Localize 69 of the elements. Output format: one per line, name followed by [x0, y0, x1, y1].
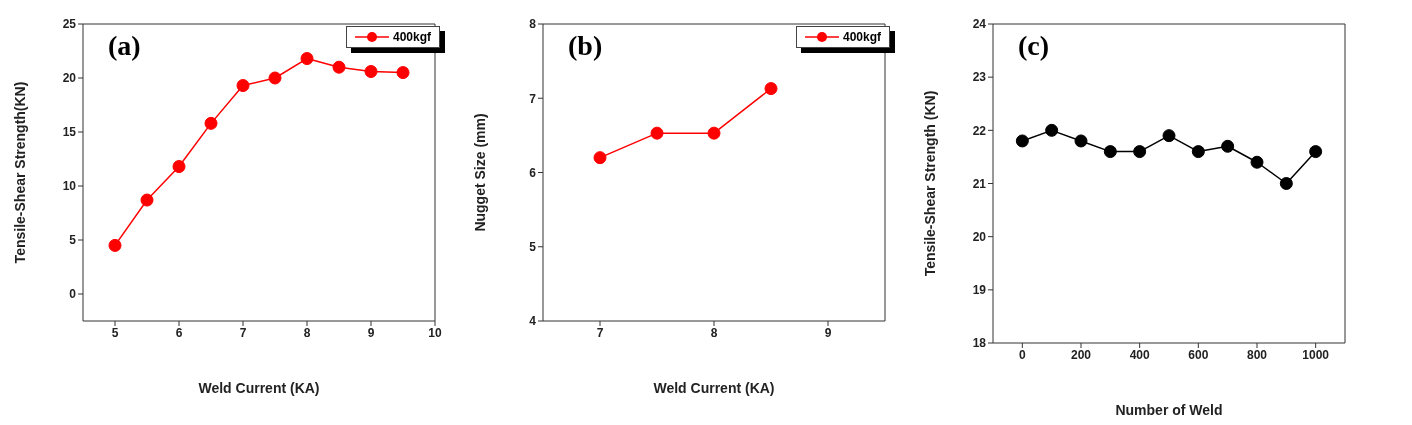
x-axis-title: Number of Weld	[1115, 402, 1223, 418]
y-tick-label: 5	[529, 240, 537, 255]
y-tick-label: 24	[972, 17, 987, 32]
point	[140, 193, 154, 207]
point	[1279, 177, 1293, 190]
annotation: (b)	[568, 30, 603, 62]
point	[268, 71, 282, 85]
y-tick-label: 4	[529, 314, 537, 329]
legend-label: 400kgf	[392, 30, 431, 44]
x-tick-label: 600	[1188, 347, 1209, 362]
x-tick-label: 5	[111, 325, 119, 340]
y-tick-label: 20	[62, 71, 77, 86]
point	[108, 238, 122, 252]
y-tick-label: 23	[972, 70, 987, 85]
point	[300, 52, 314, 66]
x-axis-title: Weld Current (KA)	[198, 380, 320, 396]
y-tick-label: 22	[972, 123, 987, 138]
point	[1133, 145, 1147, 159]
point	[1221, 139, 1235, 153]
x-axis-title: Weld Current (KA)	[653, 380, 775, 396]
x-tick-label: 0	[1018, 347, 1026, 362]
point	[332, 60, 346, 74]
y-tick-label: 18	[972, 336, 987, 351]
annotation: (a)	[108, 30, 141, 62]
y-tick-label: 6	[529, 165, 537, 180]
point	[1103, 145, 1117, 159]
y-axis-title: Tensile-Shear Strength(KN)	[11, 81, 28, 264]
y-tick-label: 20	[972, 229, 987, 244]
point	[1250, 155, 1264, 169]
point	[364, 65, 378, 79]
x-tick-label: 200	[1070, 347, 1092, 362]
point	[1162, 129, 1176, 143]
y-tick-label: 15	[62, 125, 77, 140]
x-tick-label: 7	[596, 325, 604, 340]
point	[204, 116, 218, 130]
annotation: (c)	[1018, 30, 1050, 62]
x-tick-label: 7	[239, 325, 247, 340]
x-tick-label: 8	[303, 325, 311, 340]
x-tick-label: 9	[367, 325, 375, 340]
y-tick-label: 10	[62, 179, 77, 194]
y-tick-label: 19	[972, 283, 987, 298]
point	[1309, 145, 1323, 159]
y-tick-label: 21	[972, 176, 987, 191]
x-tick-label: 8	[710, 325, 718, 340]
y-axis-title: Nugget Size (mm)	[471, 113, 488, 232]
point	[172, 160, 186, 174]
legend-label: 400kgf	[842, 30, 881, 44]
point	[236, 79, 250, 93]
x-tick-label: 10	[428, 325, 442, 340]
y-tick-label: 8	[529, 17, 537, 32]
point	[1191, 145, 1205, 159]
x-tick-label: 400	[1129, 347, 1150, 362]
x-tick-label: 6	[175, 325, 183, 340]
point	[764, 82, 778, 96]
point	[1015, 134, 1029, 148]
point	[1045, 123, 1059, 137]
y-tick-label: 7	[529, 91, 537, 106]
y-tick-label: 0	[69, 287, 77, 302]
y-tick-label: 25	[62, 17, 77, 32]
x-tick-label: 1000	[1302, 347, 1330, 362]
point	[650, 126, 664, 140]
point	[1074, 134, 1088, 148]
point	[396, 66, 410, 80]
y-axis-title: Tensile-Shear Strength (KN)	[921, 90, 938, 277]
y-tick-label: 5	[69, 233, 77, 248]
point	[593, 151, 607, 165]
x-tick-label: 800	[1246, 347, 1268, 362]
x-tick-label: 9	[824, 325, 832, 340]
point	[707, 126, 721, 140]
